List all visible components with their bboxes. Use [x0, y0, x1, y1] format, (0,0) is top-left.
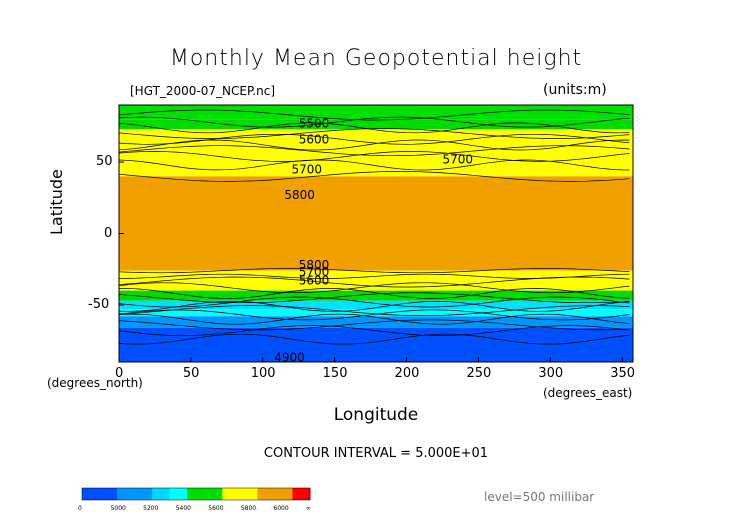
contour-line-1: [118, 116, 630, 128]
contour-label-4: 5800: [299, 258, 330, 272]
colorbar-swatch-12: [292, 488, 311, 500]
band-8: [119, 309, 633, 317]
contour-line-10: [118, 268, 630, 274]
band-7: [119, 300, 633, 310]
band-2: [119, 129, 633, 145]
contour-line-8: [118, 159, 630, 171]
colorbar-tick-label: 5200: [143, 505, 159, 512]
y-tick-label: -50: [88, 296, 110, 312]
colorbar-frame: [81, 487, 311, 501]
band-1: [119, 119, 633, 130]
contour-line-20: [118, 313, 630, 325]
contour-line-13: [118, 282, 630, 294]
contour-line-2: [118, 122, 630, 134]
band-10: [119, 327, 633, 362]
y-tick-label: 50: [96, 154, 113, 170]
contour-label-6: 5600: [299, 274, 330, 288]
band-5: [119, 270, 633, 291]
chart-title: Monthly Mean Geopotential height: [169, 46, 583, 71]
contour-label-1: 5600: [299, 132, 330, 146]
band-3: [119, 144, 633, 177]
contour-line-15: [118, 292, 630, 304]
colorbar-swatch-1: [99, 488, 118, 500]
colorbar: [81, 487, 311, 501]
colorbar-tick-label: 5600: [208, 505, 224, 512]
colorbar-swatch-3: [134, 488, 153, 500]
x-tick-label: 250: [466, 366, 492, 381]
band-0: [119, 105, 633, 120]
contour-line-22: [118, 325, 630, 336]
x-axis-unit: (degrees_east): [543, 386, 633, 400]
y-tick-label: 0: [104, 225, 113, 241]
colorbar-swatch-10: [257, 488, 276, 500]
contour-interval-label: CONTOUR INTERVAL = 5.000E+01: [263, 446, 489, 461]
x-axis-label: Longitude: [333, 405, 419, 425]
colorbar-swatch-5: [169, 488, 188, 500]
level-label: level=500 millibar: [484, 490, 595, 504]
contour-label-0: 5500: [299, 117, 330, 131]
units-label: (units:m): [543, 82, 607, 98]
colorbar-swatch-8: [222, 488, 241, 500]
colorbar-tick-label: 5800: [240, 505, 257, 512]
contour-label-5: 5700: [299, 265, 330, 279]
colorbar-swatch-9: [239, 488, 258, 500]
contour-line-18: [118, 305, 630, 316]
contour-line-6: [118, 145, 630, 157]
colorbar-swatch-7: [204, 488, 223, 500]
colorbar-tick-label: 5400: [175, 505, 191, 512]
contour-label-3: 5800: [284, 188, 315, 202]
colorbar-swatch-2: [117, 488, 136, 500]
x-tick-label: 50: [182, 366, 200, 381]
band-4: [119, 176, 633, 271]
colorbar-tick-label: 0: [78, 505, 82, 512]
contour-label-2: 5700: [292, 162, 323, 176]
y-axis-unit: (degrees_north): [47, 376, 143, 390]
x-tick-label: 100: [250, 366, 276, 381]
x-tick-label: 0: [115, 366, 124, 381]
colorbar-swatch-0: [82, 488, 101, 500]
x-tick-label: 200: [394, 366, 420, 381]
contour-line-14: [119, 288, 630, 299]
colorbar-swatch-4: [152, 488, 171, 500]
x-tick-label: 350: [610, 366, 636, 381]
colorbar-swatch-6: [187, 488, 206, 500]
colorbar-tick-label: ∞: [306, 505, 311, 512]
contour-line-9: [118, 171, 630, 182]
band-6: [119, 290, 633, 301]
colorbar-tick-label: 6000: [273, 505, 289, 512]
contour-line-21: [118, 319, 630, 331]
axis-ticks: [118, 161, 623, 362]
contour-label-extra: 5700: [442, 152, 473, 166]
colorbar-swatch-11: [274, 488, 293, 500]
contour-line-5: [118, 139, 630, 151]
contour-line-16: [118, 296, 630, 308]
contour-line-3: [118, 128, 630, 139]
contour-line-0: [118, 109, 630, 121]
contour-lines: [118, 109, 630, 345]
y-axis-label: Latitude: [47, 169, 66, 235]
contour-line-17: [118, 300, 630, 312]
contour-label-7: 4900: [274, 351, 305, 365]
x-tick-label: 150: [322, 366, 348, 381]
contour-line-19: [118, 309, 630, 321]
x-tick-label: 300: [538, 366, 564, 381]
dataset-label: [HGT_2000-07_NCEP.nc]: [130, 84, 276, 98]
contour-line-7: [118, 151, 630, 162]
contour-line-23: [118, 333, 630, 345]
colorbar-tick-label: 5000: [110, 505, 126, 512]
